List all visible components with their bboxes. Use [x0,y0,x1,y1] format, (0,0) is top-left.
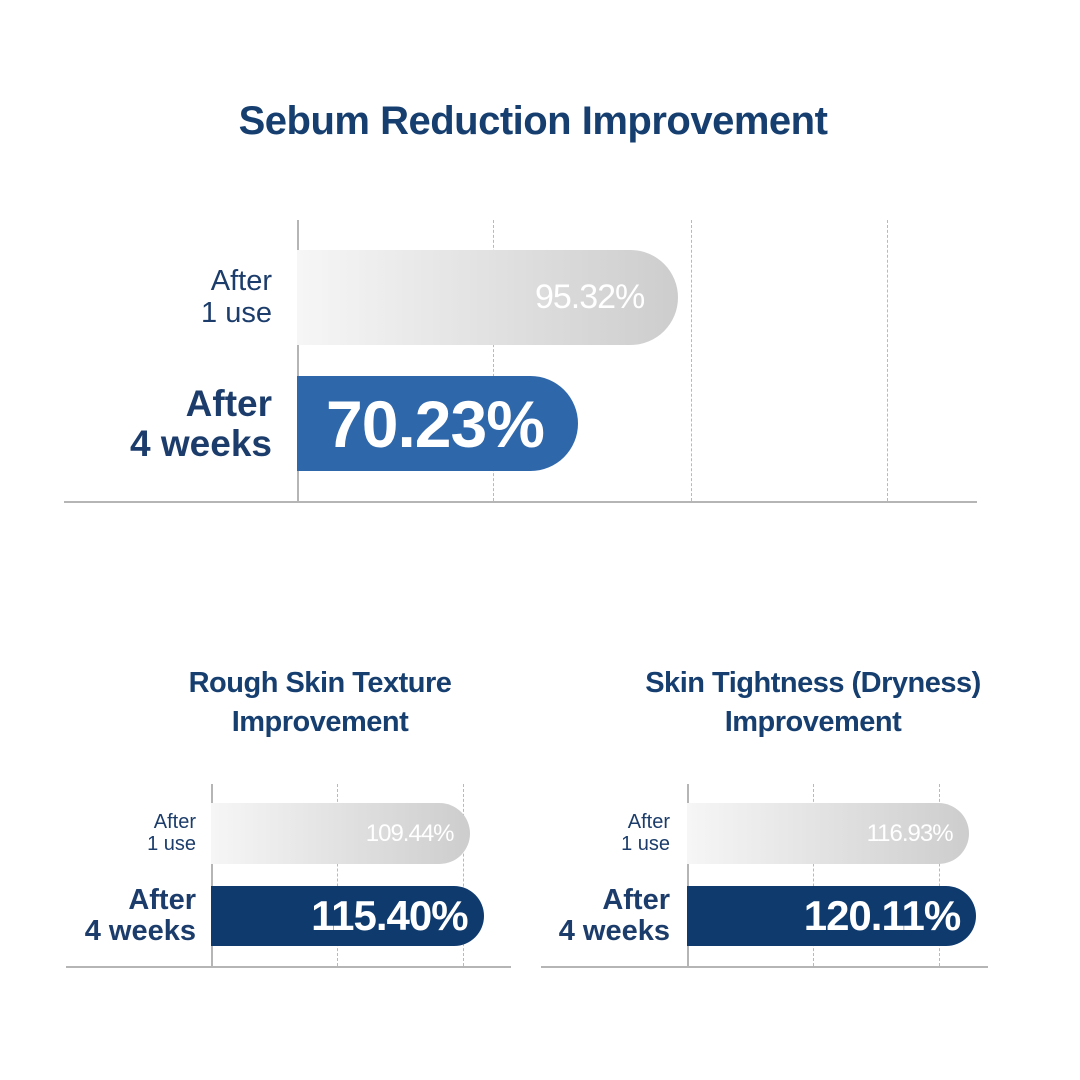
grid-line [463,784,465,966]
y-axis [211,784,213,966]
category-label: After 4 weeks [558,883,670,947]
value-label: 115.40% [311,892,468,939]
chart-title: Skin Tightness (Dryness) Improvement [645,667,981,739]
chart-title: Sebum Reduction Improvement [238,99,828,143]
category-label: After 4 weeks [130,382,272,464]
bar [687,803,969,864]
category-label: After 1 use [201,265,272,329]
bar [687,886,977,946]
baseline [64,501,977,503]
value-label: 120.11% [803,892,962,939]
y-axis [297,220,299,501]
grid-line [691,220,692,501]
bar [297,376,578,471]
grid-line [938,784,940,966]
category-label: After 1 use [147,810,196,855]
bar [211,803,470,864]
baseline [541,966,988,968]
baseline [66,966,511,968]
y-axis [687,784,689,966]
grid-line [337,784,339,966]
bar [211,886,484,946]
bar [297,250,679,345]
grid-line [887,220,888,501]
grid-line [812,784,814,966]
grid-line [493,220,494,501]
value-label: 95.32% [534,278,645,316]
chart-title: Rough Skin Texture Improvement [188,667,452,739]
value-label: 109.44% [365,819,455,847]
category-label: After 4 weeks [84,883,196,947]
value-label: 70.23% [326,386,545,461]
category-label: After 1 use [621,810,670,855]
value-label: 116.93% [866,819,954,847]
